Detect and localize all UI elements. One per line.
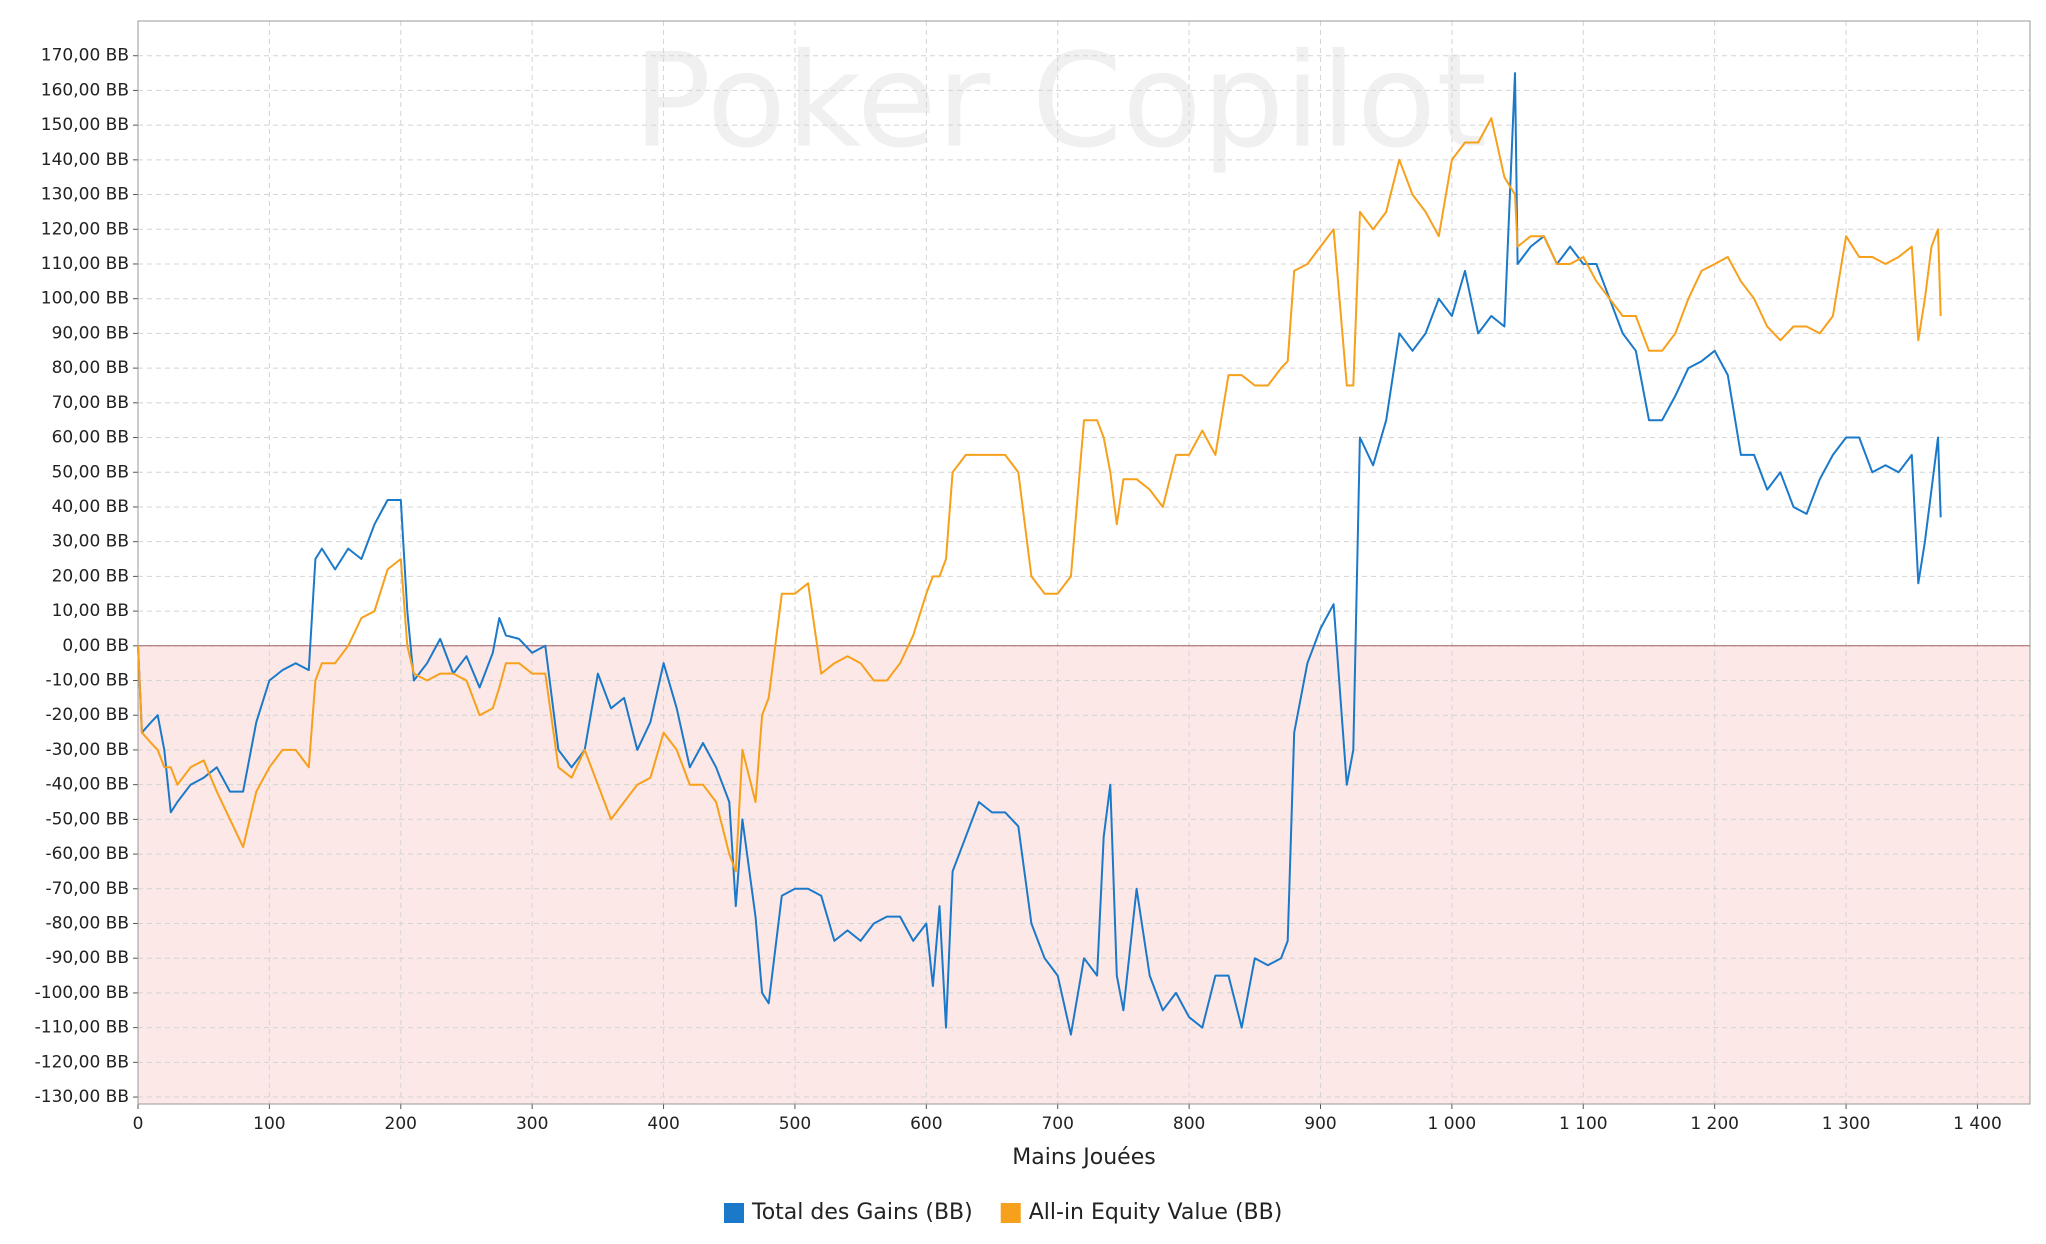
y-tick-label: -50,00 BB [45,809,129,829]
x-tick-label: 800 [1173,1114,1205,1134]
y-tick-label: -70,00 BB [45,879,129,899]
negative-region [138,645,2030,1104]
y-tick-label: 130,00 BB [41,185,129,205]
y-tick-label: 30,00 BB [52,532,129,552]
legend-label: Total des Gains (BB) [751,1200,973,1225]
y-tick-label: 10,00 BB [52,601,129,621]
y-tick-label: 90,00 BB [52,323,129,343]
x-tick-label: 1 100 [1559,1114,1608,1134]
x-tick-label: 1 300 [1822,1114,1871,1134]
x-tick-label: 500 [779,1114,811,1134]
y-tick-label: -10,00 BB [45,671,129,691]
y-tick-label: 80,00 BB [52,358,129,378]
x-tick-label: 700 [1041,1114,1073,1134]
y-tick-label: -130,00 BB [35,1087,129,1107]
y-tick-label: -90,00 BB [45,948,129,968]
y-tick-label: 100,00 BB [41,289,129,309]
x-tick-label: 1 000 [1428,1114,1477,1134]
x-tick-label: 200 [385,1114,417,1134]
legend-swatch [724,1203,744,1223]
x-tick-label: 1 400 [1953,1114,2002,1134]
y-tick-label: -110,00 BB [35,1018,129,1038]
y-tick-label: -120,00 BB [35,1052,129,1072]
y-tick-label: 160,00 BB [41,80,129,100]
y-tick-label: -20,00 BB [45,705,129,725]
plot-frame [137,20,2031,1105]
legend: Total des Gains (BB) All-in Equity Value … [724,1200,1282,1225]
y-tick-label: -80,00 BB [45,914,129,934]
x-tick-label: 900 [1304,1114,1336,1134]
watermark: Poker Copilot [633,25,1487,177]
y-tick-label: 60,00 BB [52,428,129,448]
y-tick-label: -30,00 BB [45,740,129,760]
legend-swatch [1000,1203,1021,1223]
x-tick-label: 100 [253,1114,285,1134]
legend-label: All-in Equity Value (BB) [1029,1200,1283,1225]
y-tick-label: 110,00 BB [41,254,129,274]
y-tick-label: 70,00 BB [52,393,129,413]
y-tick-label: 140,00 BB [41,150,129,170]
y-tick-label: 40,00 BB [52,497,129,517]
y-tick-label: -100,00 BB [35,983,129,1003]
x-tick-label: 400 [647,1114,679,1134]
y-tick-label: 0,00 BB [62,636,129,656]
x-tick-label: 0 [133,1114,144,1134]
y-tick-label: 170,00 BB [41,46,129,66]
x-tick-label: 300 [516,1114,548,1134]
y-tick-label: -60,00 BB [45,844,129,864]
x-axis-label: Mains Jouées [1012,1145,1155,1170]
y-tick-label: 20,00 BB [52,566,129,586]
y-tick-label: 120,00 BB [41,219,129,239]
y-tick-label: -40,00 BB [45,775,129,795]
y-tick-label: 50,00 BB [52,462,129,482]
x-tick-label: 600 [910,1114,942,1134]
y-tick-label: 150,00 BB [41,115,129,135]
series-line [137,117,1942,873]
x-tick-label: 1 200 [1690,1114,1739,1134]
